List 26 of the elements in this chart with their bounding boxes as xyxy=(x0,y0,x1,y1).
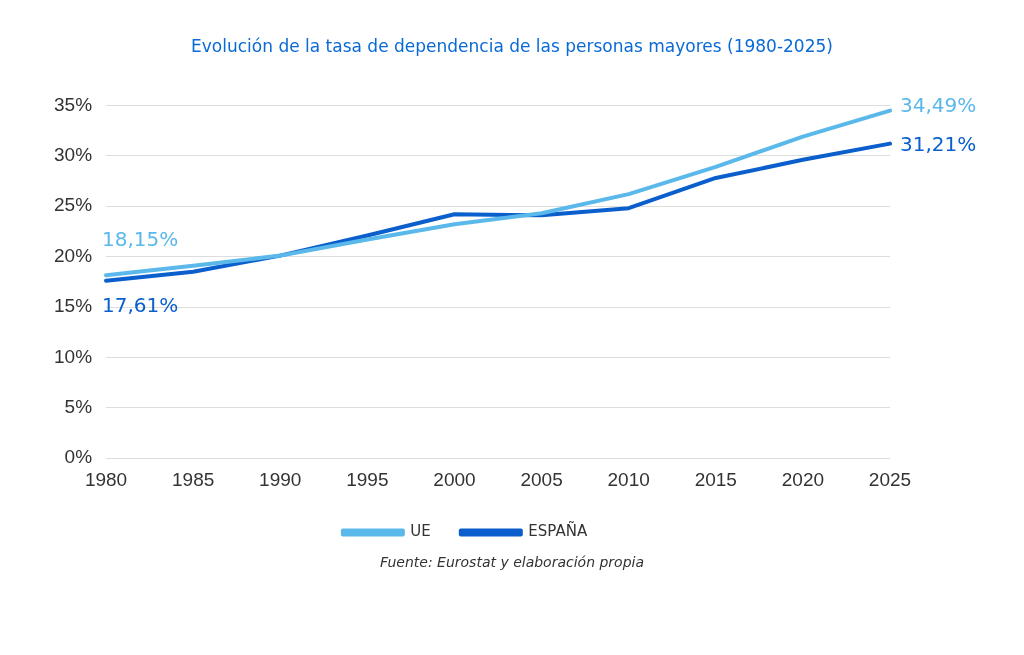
legend-label: UE xyxy=(410,522,431,541)
data-label: 34,49% xyxy=(900,92,977,117)
y-tick-label: 5% xyxy=(64,396,93,418)
x-tick-label: 2000 xyxy=(433,468,476,490)
x-tick-label: 2015 xyxy=(694,468,737,490)
y-tick-label: 10% xyxy=(54,345,93,367)
data-label: 18,15% xyxy=(102,227,179,252)
source-note: Fuente: Eurostat y elaboración propia xyxy=(378,554,646,570)
y-tick-label: 25% xyxy=(54,194,93,216)
x-tick-label: 1990 xyxy=(259,468,302,490)
x-tick-label: 1995 xyxy=(346,468,389,490)
legend-label: ESPAÑA xyxy=(528,521,588,541)
x-tick-label: 2020 xyxy=(781,468,825,490)
y-tick-label: 30% xyxy=(54,144,93,166)
x-tick-label: 2005 xyxy=(520,468,563,490)
data-label: 17,61% xyxy=(102,292,179,317)
x-tick-label: 2025 xyxy=(868,468,912,490)
y-tick-label: 20% xyxy=(54,244,93,266)
y-tick-label: 0% xyxy=(64,446,93,468)
y-tick-label: 35% xyxy=(54,93,93,115)
x-tick-label: 1985 xyxy=(172,468,215,490)
y-tick-label: 15% xyxy=(54,295,93,317)
chart-title: Evolución de la tasa de dependencia de las personas mayores (1980-2025) xyxy=(190,36,834,56)
x-tick-label: 1980 xyxy=(84,468,128,490)
x-tick-label: 2010 xyxy=(607,468,650,490)
data-label: 31,21% xyxy=(900,131,977,156)
